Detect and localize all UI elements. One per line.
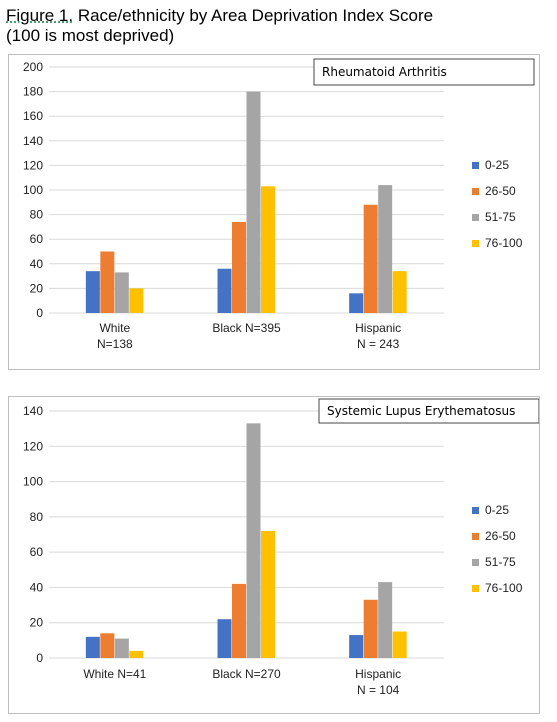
figure-title-rest: Race/ethnicity by Area Deprivation Index… xyxy=(6,6,434,45)
y-tick-label: 80 xyxy=(30,510,44,524)
legend-label: 51-75 xyxy=(485,210,516,224)
legend-label: 0-25 xyxy=(485,503,509,517)
bar-51-75-black-n-270 xyxy=(246,423,261,658)
bar-51-75-white xyxy=(114,272,129,313)
y-tick-label: 20 xyxy=(30,281,44,295)
legend-label: 76-100 xyxy=(485,581,523,595)
bar-76-100-hispanic xyxy=(392,271,407,313)
legend-label: 0-25 xyxy=(485,158,509,172)
x-category-label: White N=138 xyxy=(97,321,133,351)
x-category-label: Black N=395 xyxy=(212,321,281,335)
y-tick-label: 140 xyxy=(23,134,43,148)
legend-swatch-51-75 xyxy=(472,559,479,566)
bar-26-50-hispanic xyxy=(363,599,378,658)
y-tick-label: 40 xyxy=(30,257,44,271)
x-category-label: Black N=270 xyxy=(212,667,281,681)
legend-swatch-76-100 xyxy=(472,585,479,592)
chart-systemic-lupus-erythematosus: 0 20 40 60 80 100 120 140 White N=41 Black N=270 H… xyxy=(23,398,539,697)
legend-label: 26-50 xyxy=(485,529,516,543)
bar-51-75-hispanic xyxy=(378,582,393,658)
x-category-label: Hispanic N = 104 xyxy=(355,667,401,697)
chart-title: Systemic Lupus Erythematosus xyxy=(327,404,515,418)
legend-label: 76-100 xyxy=(485,236,523,250)
legend-label: 51-75 xyxy=(485,555,516,569)
figure-title: Figure 1. Race/ethnicity by Area Depriva… xyxy=(6,6,551,46)
bar-76-100-white-n-41 xyxy=(129,650,144,658)
y-tick-label: 200 xyxy=(23,60,43,74)
bar-0-25-black-n-270 xyxy=(217,619,232,658)
y-tick-label: 100 xyxy=(23,183,43,197)
bar-0-25-hispanic xyxy=(349,293,364,313)
legend-swatch-76-100 xyxy=(472,240,479,247)
x-category-label: Hispanic N = 243 xyxy=(355,321,401,351)
bar-0-25-white xyxy=(85,271,100,313)
y-tick-label: 60 xyxy=(30,545,44,559)
figure-title-prefix: Figure 1. xyxy=(6,6,74,25)
bar-26-50-black-n-270 xyxy=(232,583,246,658)
legend-swatch-51-75 xyxy=(472,214,479,221)
bar-76-100-hispanic xyxy=(392,631,407,658)
legend-swatch-26-50 xyxy=(472,533,479,540)
legend-swatch-0-25 xyxy=(472,507,479,514)
y-tick-label: 180 xyxy=(23,85,43,99)
legend-swatch-26-50 xyxy=(472,188,479,195)
y-tick-label: 120 xyxy=(23,439,43,453)
legend-label: 26-50 xyxy=(485,184,516,198)
x-category-label: White N=41 xyxy=(83,667,146,681)
bar-76-100-white xyxy=(129,288,144,313)
bar-76-100-black-n-270 xyxy=(261,530,275,658)
y-tick-label: 20 xyxy=(30,616,44,630)
bar-26-50-black-n-395 xyxy=(232,221,246,313)
y-tick-label: 80 xyxy=(30,208,44,222)
bar-51-75-hispanic xyxy=(378,185,393,313)
y-tick-label: 0 xyxy=(36,651,43,665)
chart-title-box xyxy=(318,398,539,424)
bar-76-100-black-n-395 xyxy=(261,186,275,313)
bar-51-75-white-n-41 xyxy=(114,638,129,658)
bar-26-50-hispanic xyxy=(363,204,378,313)
legend-swatch-0-25 xyxy=(472,162,479,169)
chart-title: Rheumatoid Arthritis xyxy=(322,65,447,79)
bar-0-25-black-n-395 xyxy=(217,268,232,313)
y-tick-label: 40 xyxy=(30,580,44,594)
chart-rheumatoid-arthritis: 0 20 40 60 80 100 120 140 160 180 200 White N=138 Bla… xyxy=(23,58,535,351)
chart-panel-systemic-lupus: 0 20 40 60 80 100 120 140 White N=41 Black N=270 H… xyxy=(8,396,540,714)
y-tick-label: 0 xyxy=(36,306,43,320)
bar-0-25-hispanic xyxy=(349,635,364,658)
y-tick-label: 160 xyxy=(23,109,43,123)
bar-26-50-white-n-41 xyxy=(100,633,115,658)
y-tick-label: 60 xyxy=(30,232,44,246)
y-tick-label: 100 xyxy=(23,475,43,489)
bar-51-75-black-n-395 xyxy=(246,91,261,313)
bar-26-50-white xyxy=(100,251,115,313)
y-tick-label: 120 xyxy=(23,158,43,172)
chart-panel-rheumatoid-arthritis: 0 20 40 60 80 100 120 140 160 180 200 White N=138 Bla… xyxy=(8,54,540,370)
chart-title-box xyxy=(313,58,535,86)
bar-0-25-white-n-41 xyxy=(85,636,100,658)
y-tick-label: 140 xyxy=(23,404,43,418)
